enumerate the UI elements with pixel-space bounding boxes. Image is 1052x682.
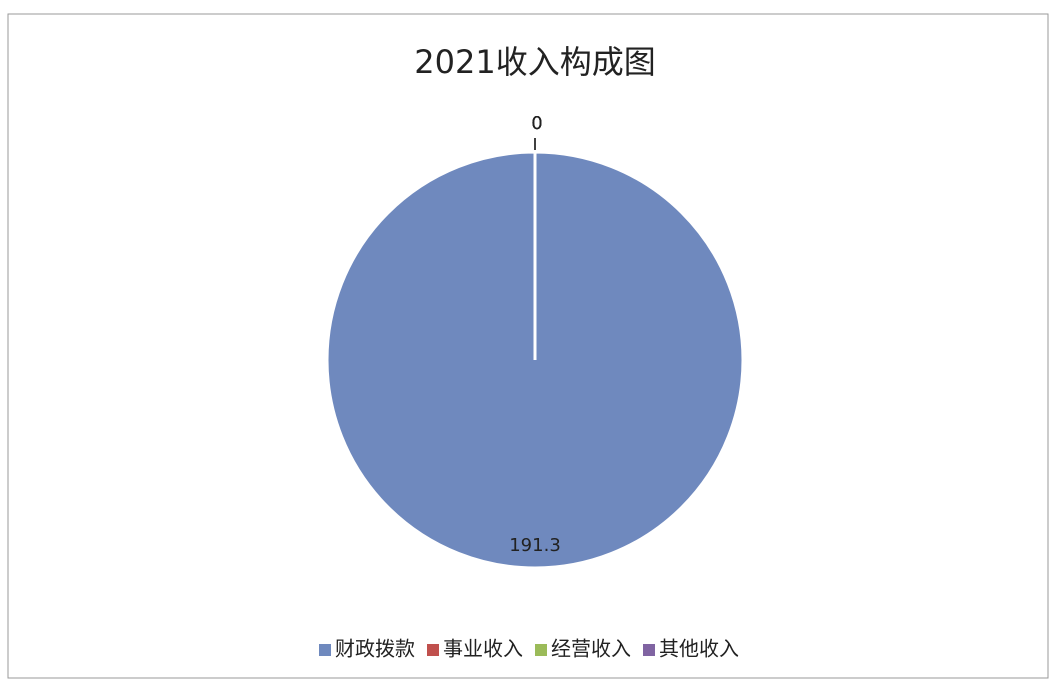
legend-swatch <box>427 644 439 656</box>
legend-swatch <box>535 644 547 656</box>
chart-title: 2021收入构成图 <box>414 43 655 81</box>
legend-label: 其他收入 <box>659 637 739 661</box>
data-label: 191.3 <box>509 535 561 556</box>
legend-swatch <box>643 644 655 656</box>
legend-label: 经营收入 <box>551 637 631 661</box>
data-label: 0 <box>531 113 542 134</box>
legend-label: 财政拨款 <box>335 637 415 661</box>
data-label: 0 <box>531 113 542 134</box>
legend-swatch <box>319 644 331 656</box>
legend-label: 事业收入 <box>443 637 523 661</box>
data-label: 0 <box>531 113 542 134</box>
